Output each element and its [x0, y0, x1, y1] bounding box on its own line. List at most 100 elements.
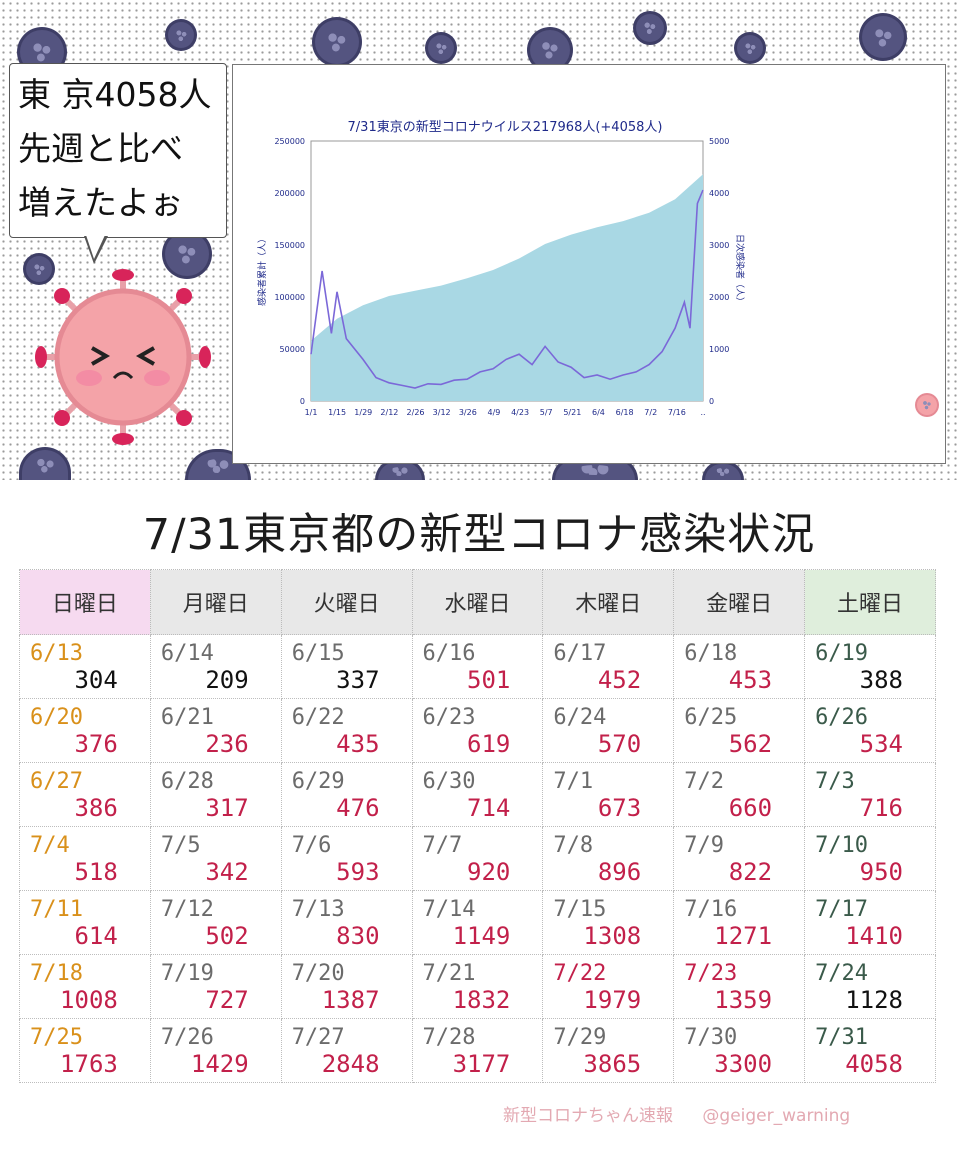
weekly-cases-table: 日曜日 月曜日 火曜日 水曜日 木曜日 金曜日 土曜日 6/13 304 6/14 209 6/15…	[19, 569, 936, 1083]
day-cell: 7/5 342	[149, 826, 282, 891]
x-tick-label: 1/15	[328, 408, 346, 417]
day-cell: 6/26 534	[804, 698, 936, 763]
day-cell: 7/12 502	[149, 890, 282, 955]
cell-cases-value: 660	[728, 794, 773, 822]
cell-cases-value: 3177	[452, 1050, 511, 1078]
weekday-header: 日曜日	[19, 569, 151, 635]
cell-cases-value: 435	[336, 730, 380, 758]
cell-cases-value: 830	[336, 922, 380, 950]
table-row: 6/27 386 6/28 317 6/29 476 6/30 714 7/1 673 7/2 660…	[19, 762, 936, 827]
x-tick-label: 6/18	[616, 408, 634, 417]
cell-cases-value: 501	[467, 666, 511, 694]
bubble-line-2: 先週と比べ	[18, 129, 183, 168]
cell-cases-value: 376	[74, 730, 118, 758]
day-cell: 7/29 3865	[542, 1018, 675, 1083]
y-left-tick-label: 200000	[274, 189, 305, 198]
small-pink-virus-icon	[917, 395, 937, 415]
cell-date: 6/22	[291, 705, 345, 730]
cell-date: 7/10	[815, 833, 869, 858]
day-cell: 6/27 386	[19, 762, 151, 827]
day-cell: 7/1 673	[542, 762, 675, 827]
cell-date: 6/23	[422, 705, 476, 730]
cell-cases-value: 1359	[714, 986, 773, 1014]
y-right-tick-label: 1000	[709, 345, 729, 354]
cell-date: 7/22	[553, 961, 607, 986]
cell-date: 6/24	[553, 705, 607, 730]
virus-decoration-icon	[530, 30, 570, 70]
cell-cases-value: 1308	[583, 922, 642, 950]
day-cell: 6/24 570	[542, 698, 675, 763]
day-cell: 6/23 619	[411, 698, 544, 763]
day-cell: 6/13 304	[19, 634, 151, 699]
cell-date: 6/28	[160, 769, 214, 794]
cell-date: 7/5	[160, 833, 201, 858]
weekday-header: 土曜日	[804, 569, 936, 635]
virus-mascot-icon	[35, 269, 211, 445]
x-tick-label: 7/2	[644, 408, 657, 417]
chart-title: 7/31東京の新型コロナウイルス217968人(+4058人)	[348, 119, 663, 135]
day-cell: 7/9 822	[673, 826, 806, 891]
cell-date: 7/18	[30, 961, 83, 986]
cell-date: 7/26	[160, 1025, 214, 1050]
virus-decoration-icon	[378, 462, 422, 480]
cell-cases-value: 452	[597, 666, 642, 694]
day-cell: 6/25 562	[673, 698, 806, 763]
day-cell: 7/14 1149	[411, 890, 544, 955]
speech-bubble: 東 京4058人 先週と比べ 増えたよぉ	[9, 63, 227, 238]
cell-cases-value: 236	[205, 730, 249, 758]
day-cell: 7/7 920	[411, 826, 544, 891]
day-cell: 7/16 1271	[673, 890, 806, 955]
cell-cases-value: 518	[74, 858, 118, 886]
cell-cases-value: 4058	[845, 1050, 903, 1078]
cell-date: 7/17	[815, 897, 869, 922]
cell-cases-value: 570	[597, 730, 642, 758]
cell-date: 6/18	[684, 641, 738, 666]
x-tick-label: 1/29	[354, 408, 372, 417]
day-cell: 7/19 727	[149, 954, 282, 1019]
day-cell: 7/13 830	[280, 890, 413, 955]
cell-cases-value: 1979	[583, 986, 642, 1014]
x-tick-label: 5/7	[540, 408, 553, 417]
weekday-header: 火曜日	[280, 569, 413, 635]
cell-cases-value: 502	[205, 922, 249, 950]
x-tick-label: 2/12	[380, 408, 398, 417]
cell-date: 7/4	[30, 833, 70, 858]
y-left-tick-label: 150000	[274, 241, 305, 250]
cell-date: 6/16	[422, 641, 476, 666]
cell-date: 6/15	[291, 641, 345, 666]
table-row: 7/4 518 7/5 342 7/6 593 7/7 920 7/8 896 7/9 822 7/10…	[19, 826, 936, 891]
y-right-tick-label: 0	[709, 397, 714, 406]
day-cell: 7/2 660	[673, 762, 806, 827]
virus-decoration-icon	[737, 35, 763, 61]
cell-date: 6/13	[30, 641, 83, 666]
x-tick-label: 2/26	[407, 408, 425, 417]
cell-cases-value: 716	[859, 794, 903, 822]
cell-date: 6/20	[30, 705, 83, 730]
day-cell: 6/29 476	[280, 762, 413, 827]
cell-date: 6/27	[30, 769, 83, 794]
cell-cases-value: 342	[205, 858, 249, 886]
day-cell: 6/14 209	[149, 634, 282, 699]
cell-cases-value: 2848	[321, 1050, 380, 1078]
day-cell: 7/17 1410	[804, 890, 936, 955]
cell-cases-value: 3865	[583, 1050, 642, 1078]
day-cell: 7/25 1763	[19, 1018, 151, 1083]
cell-date: 7/9	[684, 833, 724, 858]
cell-date: 7/14	[422, 897, 476, 922]
cell-cases-value: 304	[74, 666, 118, 694]
footer: 新型コロナちゃん速報 @geiger_warning	[503, 1101, 874, 1126]
bubble-line-3: 増えたよぉ	[18, 183, 183, 222]
cell-cases-value: 614	[74, 922, 118, 950]
cell-date: 7/19	[160, 961, 214, 986]
y-left-tick-label: 50000	[280, 345, 305, 354]
cell-cases-value: 1008	[60, 986, 118, 1014]
table-header-row: 日曜日 月曜日 火曜日 水曜日 木曜日 金曜日 土曜日	[19, 569, 936, 635]
day-cell: 7/3 716	[804, 762, 936, 827]
cell-date: 7/27	[291, 1025, 345, 1050]
x-tick-label: 4/9	[487, 408, 500, 417]
cell-cases-value: 209	[205, 666, 249, 694]
day-cell: 7/30 3300	[673, 1018, 806, 1083]
day-cell: 7/27 2848	[280, 1018, 413, 1083]
x-tick-label: 7/16	[668, 408, 686, 417]
cell-date: 7/13	[291, 897, 345, 922]
